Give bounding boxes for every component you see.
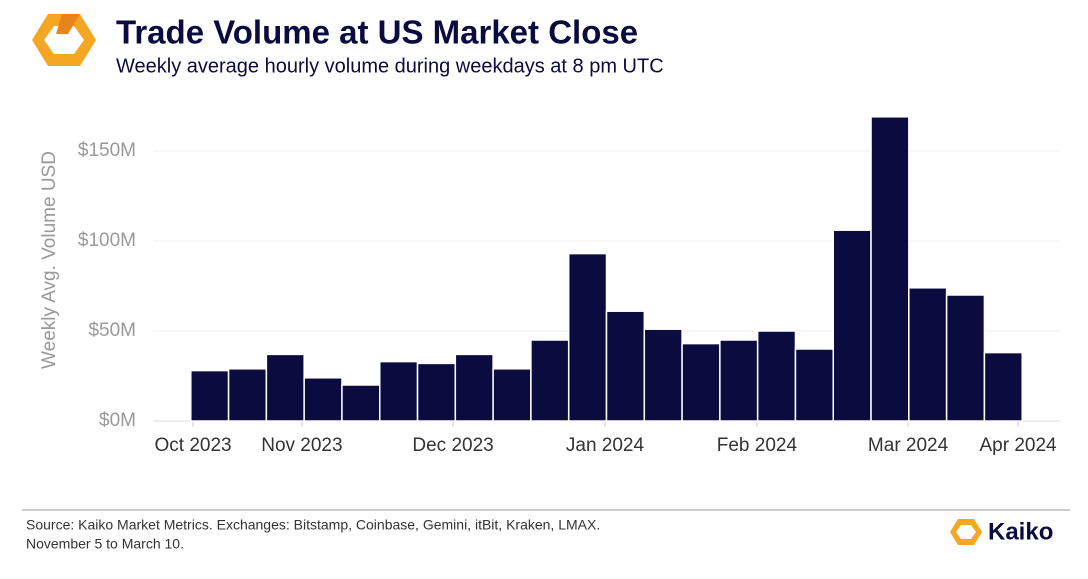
brand-name: Kaiko [988,518,1053,545]
bar [567,252,608,422]
logo [32,14,96,66]
x-tick-label: Nov 2023 [261,435,342,456]
bar [681,342,721,422]
bar [190,369,230,422]
bar [908,287,948,422]
x-tick-label: Jan 2024 [566,435,645,456]
bar [945,294,986,422]
bar [643,328,683,422]
x-tick-label: Dec 2023 [412,435,493,456]
x-tick-label: Oct 2023 [155,435,232,456]
bar [492,368,532,422]
bar [605,310,646,422]
bar [265,353,305,422]
bar [832,229,872,422]
bar [341,384,381,422]
x-tick-label: Feb 2024 [717,435,798,456]
chart-subtitle: Weekly average hourly volume during week… [116,55,664,77]
chart-title: Trade Volume at US Market Close [116,14,638,51]
bar [379,360,419,422]
note: November 5 to March 10. [26,536,184,552]
bar [719,339,759,422]
brand-logo [950,519,982,545]
bar [756,330,797,422]
bar [530,339,570,422]
y-tick-label: $0M [99,410,136,431]
y-tick-label: $50M [88,320,136,341]
x-tick-label: Apr 2024 [979,435,1057,456]
y-tick-label: $150M [78,140,136,161]
bar [303,377,343,422]
y-axis-label: Weekly Avg. Volume USD [39,151,60,369]
bar [983,351,1023,422]
bar [416,362,457,422]
bar [870,116,910,422]
bar [794,348,834,422]
bar [227,368,268,422]
bar [454,353,494,422]
x-tick-label: Mar 2024 [868,435,949,456]
source: Source: Kaiko Market Metrics. Exchanges:… [26,517,600,533]
y-tick-label: $100M [78,230,136,251]
